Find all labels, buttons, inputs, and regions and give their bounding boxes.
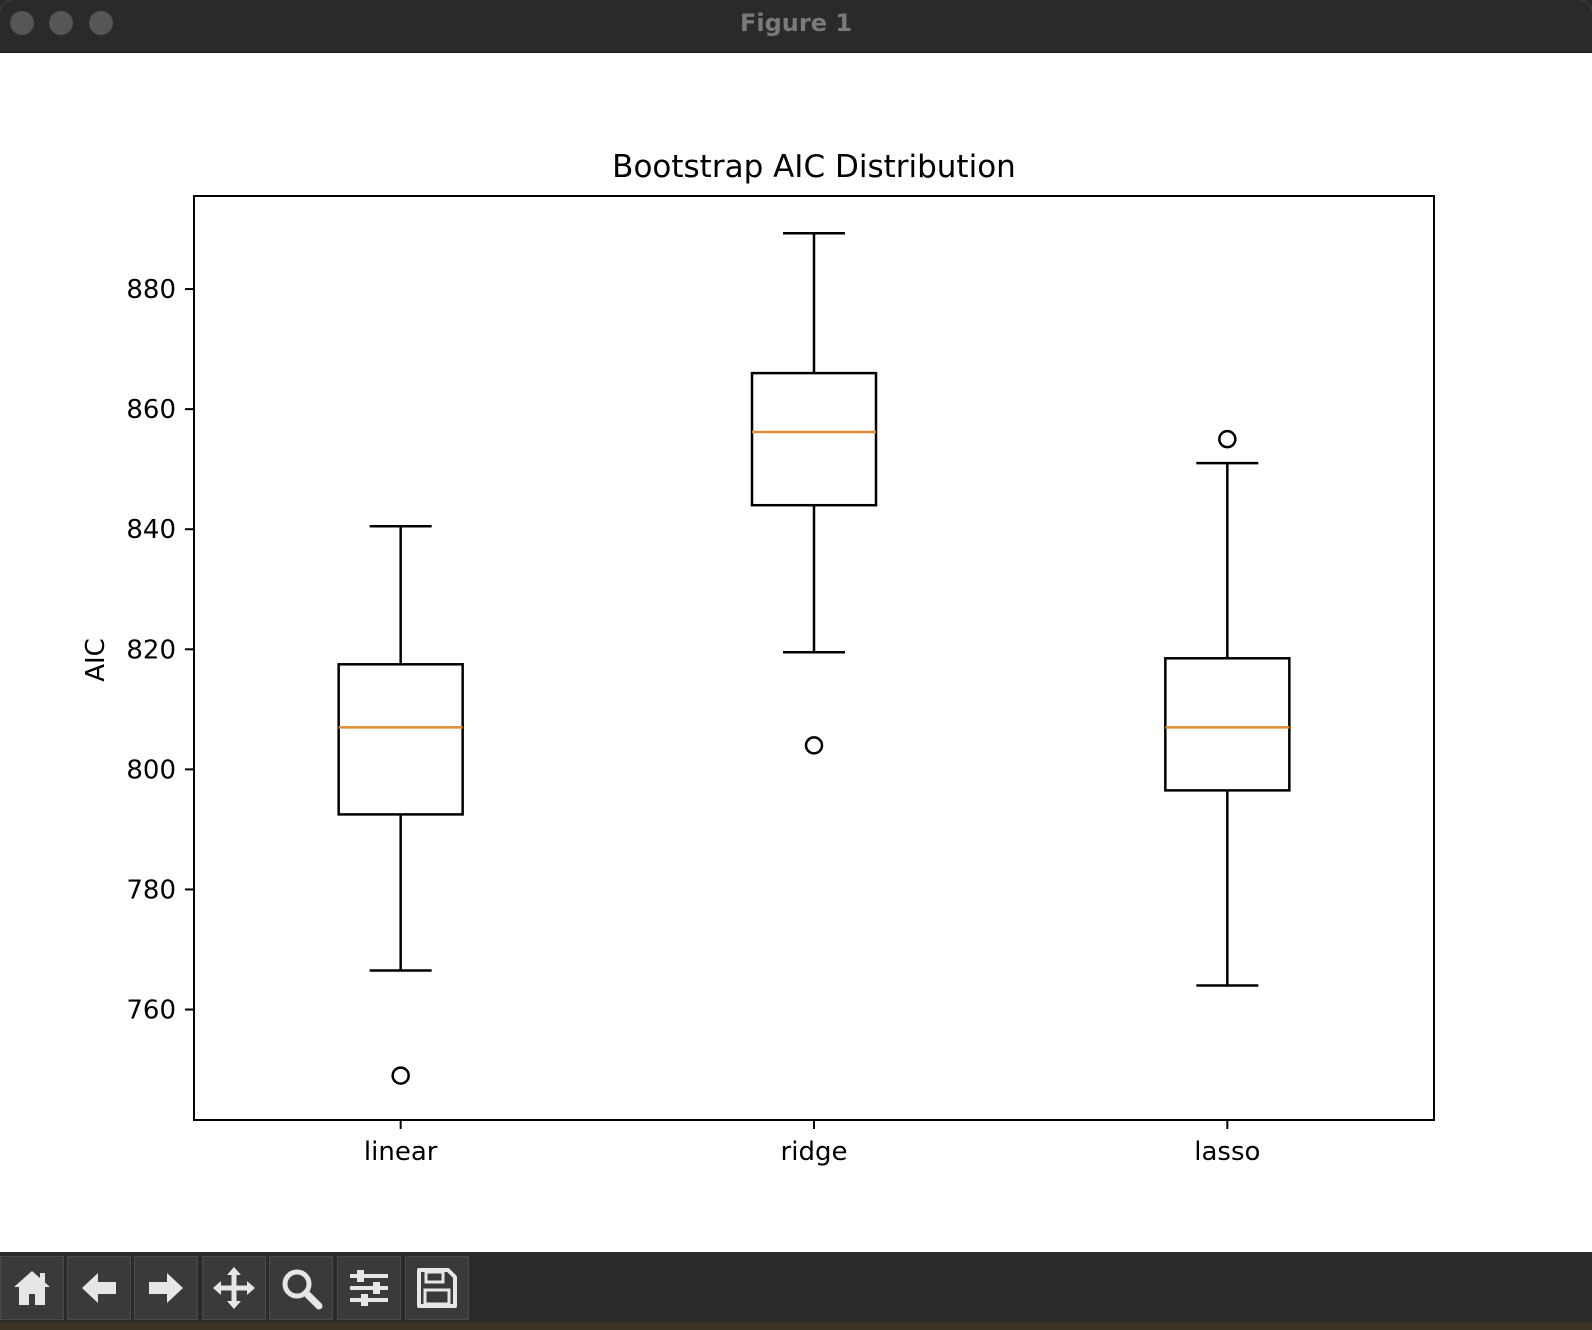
close-window-button[interactable] [10, 11, 34, 35]
outlier-point [391, 1066, 410, 1085]
save-button[interactable] [405, 1256, 469, 1320]
maximize-window-button[interactable] [89, 11, 113, 35]
y-tick-label: 780 [126, 875, 176, 905]
box-lasso [1164, 657, 1291, 792]
box-linear [337, 663, 464, 816]
title-bar: Figure 1 [0, 0, 1592, 53]
save-icon [417, 1268, 457, 1308]
pan-icon [213, 1267, 255, 1309]
chart-title: Bootstrap AIC Distribution [612, 149, 1016, 185]
home-button[interactable] [0, 1256, 64, 1320]
y-tick-label: 760 [126, 996, 176, 1026]
navigation-toolbar [0, 1252, 1592, 1330]
configure-subplots-icon [350, 1270, 388, 1306]
back-button[interactable] [67, 1256, 131, 1320]
home-icon [14, 1271, 50, 1305]
x-tick-label: ridge [781, 1137, 848, 1167]
window-title: Figure 1 [739, 9, 853, 37]
figure-canvas[interactable]: Bootstrap AIC Distribution AIC 760 780 800… [0, 53, 1592, 1253]
minimize-window-button[interactable] [49, 11, 73, 35]
back-arrow-icon [82, 1273, 116, 1303]
y-tick-label: 880 [126, 275, 176, 305]
desktop-background-strip [0, 1322, 1592, 1330]
y-tick-label: 820 [126, 635, 176, 665]
x-tick-label: lasso [1194, 1137, 1260, 1167]
box-ridge [750, 371, 878, 507]
y-axis-label: AIC [81, 638, 111, 682]
pan-button[interactable] [202, 1256, 266, 1320]
boxplot-chart: Bootstrap AIC Distribution AIC 760 780 800… [81, 149, 1435, 1167]
y-tick-label: 860 [126, 395, 176, 425]
forward-button[interactable] [134, 1256, 198, 1320]
forward-arrow-icon [149, 1273, 183, 1303]
y-tick-label: 840 [126, 515, 176, 545]
configure-subplots-button[interactable] [337, 1256, 401, 1320]
zoom-icon [282, 1269, 323, 1310]
outlier-point [1218, 429, 1237, 449]
y-tick-label: 800 [126, 755, 176, 785]
zoom-button[interactable] [269, 1256, 333, 1320]
x-tick-label: linear [364, 1137, 438, 1167]
outlier-point [804, 736, 824, 755]
